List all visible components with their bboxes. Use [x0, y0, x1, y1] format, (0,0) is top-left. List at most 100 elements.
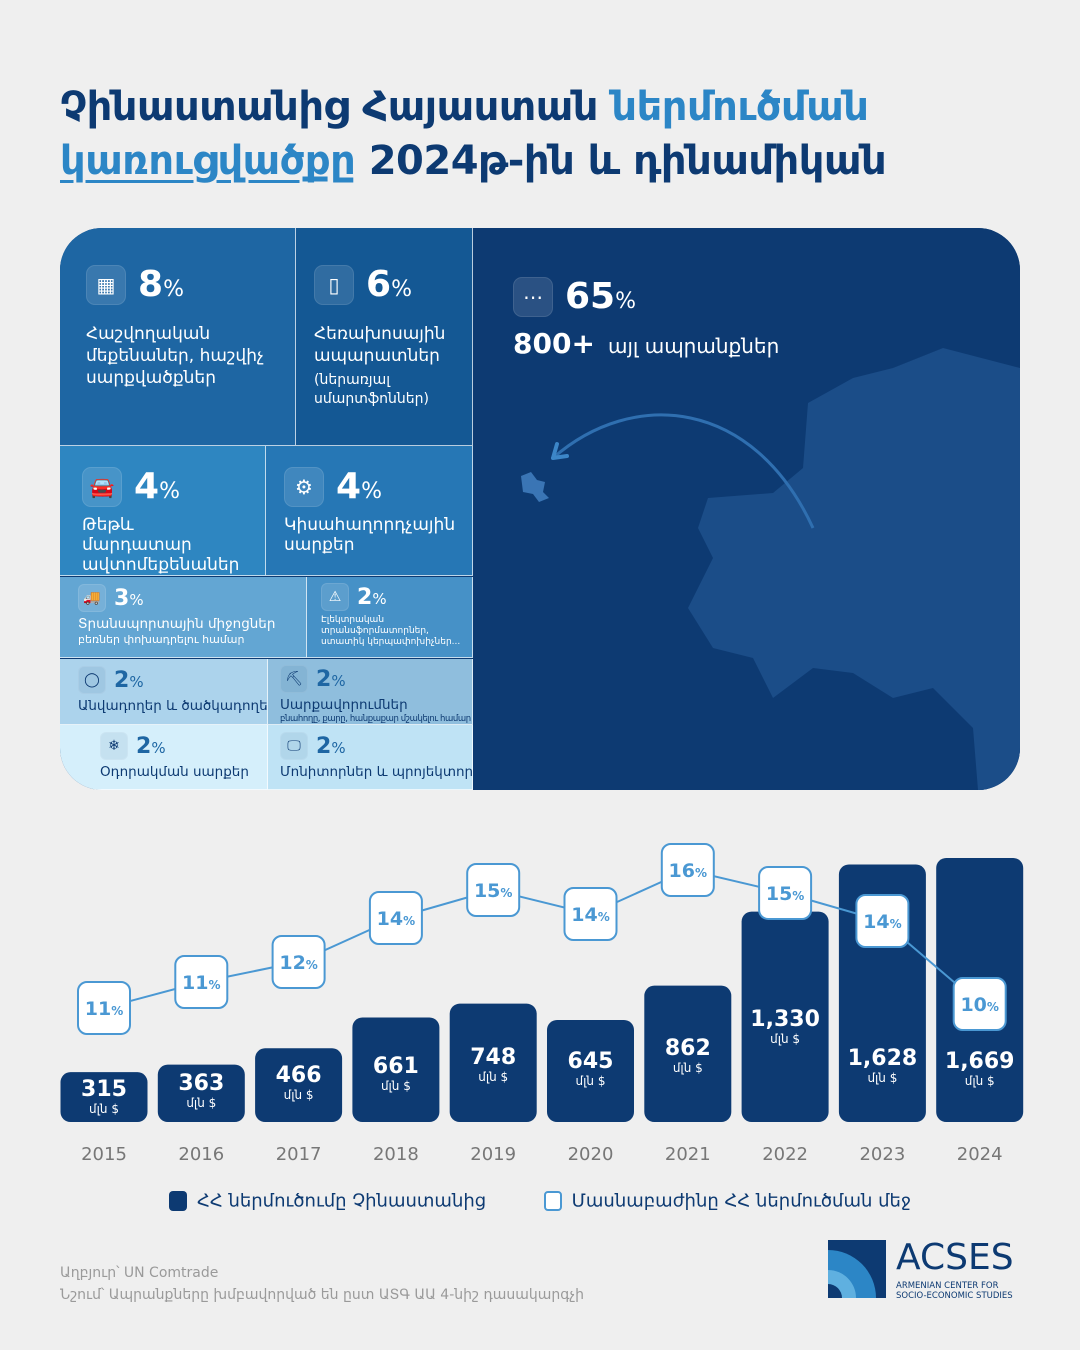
- x-tick-label: 2023: [859, 1144, 905, 1165]
- armenia-shape: [521, 472, 549, 502]
- bar: [449, 1003, 537, 1122]
- category-tile: 🚚 3% Տրանսպորտային միջոցներ բեռներ փոխադրել…: [60, 577, 307, 658]
- bar-value-label: 645: [568, 1049, 614, 1074]
- share-point: [466, 863, 521, 917]
- share-point: [855, 894, 910, 948]
- bar: [352, 1017, 440, 1122]
- pct-sign: %: [331, 671, 346, 690]
- tile-sublabel: Էլեկտրական տրանսֆորմատորներ, ստատիկ կերպ…: [321, 615, 461, 647]
- bar-unit-label: մլն $: [576, 1074, 606, 1088]
- bar-value-label: 315: [81, 1077, 127, 1102]
- share-label: 11%: [85, 998, 123, 1020]
- bar-unit-label: մլն $: [381, 1079, 411, 1093]
- logo-mark-icon: [828, 1240, 886, 1298]
- logo-line2: SOCIO-ECONOMIC STUDIES: [896, 1291, 1013, 1301]
- tile-label: Մոնիտորներ և պրոյեկտորներ: [280, 764, 473, 780]
- bar-value-label: 862: [665, 1036, 711, 1061]
- monitor-icon: 🖵: [280, 732, 308, 760]
- truck-icon: 🚚: [78, 584, 106, 612]
- title-part: Չինաստանից Հայաստան: [60, 84, 612, 130]
- category-tile: ⛏ 2% Սարքավորումներ բնահողը, քարը, հանքաքար…: [268, 659, 473, 725]
- bar-value-label: 748: [470, 1045, 516, 1070]
- pct-sign: %: [391, 277, 412, 302]
- bar-unit-label: մլն $: [965, 1074, 995, 1088]
- share-label: 10%: [960, 994, 998, 1016]
- bar-unit-label: մլն $: [770, 1032, 800, 1046]
- legend-line-swatch: [543, 1191, 562, 1211]
- share-label: 11%: [182, 972, 220, 994]
- x-tick-label: 2024: [957, 1144, 1003, 1165]
- share-label: 12%: [279, 952, 317, 974]
- share-label: 16%: [669, 860, 707, 882]
- bar-value-label: 661: [373, 1054, 419, 1079]
- share-point: [368, 891, 423, 945]
- tile-pct: 2: [316, 666, 332, 692]
- share-label: 14%: [377, 908, 415, 930]
- x-tick-label: 2022: [762, 1144, 808, 1165]
- air-conditioner-icon: ❄: [100, 732, 128, 760]
- tile-pct: 2: [114, 667, 130, 693]
- tile-label: Սարքավորումներ: [280, 697, 408, 713]
- pct-sign: %: [372, 589, 387, 608]
- tile-pct: 2: [136, 733, 152, 759]
- tile-label: Անվադողեր և ծածկադողեր: [78, 698, 268, 714]
- tile-pct: 4: [134, 466, 160, 507]
- china-map: [521, 348, 1020, 790]
- share-label: 15%: [766, 883, 804, 905]
- logo-name: ACSES: [896, 1237, 1014, 1278]
- bar-value-label: 1,669: [945, 1049, 1015, 1074]
- pct-sign: %: [159, 479, 180, 504]
- tile-pct: 6: [366, 264, 392, 305]
- legend-bar-swatch: [168, 1191, 187, 1211]
- arrow-arc: [552, 413, 815, 529]
- bar-value-label: 1,330: [750, 1007, 820, 1032]
- pct-sign: %: [129, 590, 144, 609]
- tire-icon: ◯: [78, 666, 106, 694]
- other-products: ⋯ 65% 800+ այլ ապրանքներ: [513, 276, 779, 360]
- share-point: [758, 866, 813, 920]
- x-tick-label: 2016: [178, 1144, 224, 1165]
- tile-label: Հեռախոսային ապարատներ: [314, 324, 446, 366]
- category-tile: ▯ 6% Հեռախոսային ապարատներ (ներառյալ սմարտֆ…: [296, 228, 473, 446]
- tile-pct: 2: [316, 733, 332, 759]
- tile-sublabel: բնահողը, քարը, հանքաքար մշակելու համար: [280, 714, 471, 724]
- tile-pct: 3: [114, 585, 130, 611]
- bar-unit-label: մլն $: [284, 1088, 314, 1102]
- tile-label: Օդորակման սարքեր: [100, 764, 249, 780]
- more-icon: ⋯: [513, 276, 553, 317]
- bar-value-label: 1,628: [848, 1046, 918, 1071]
- title-highlight: կառուցվածքը: [60, 138, 356, 184]
- share-point: [563, 887, 618, 941]
- footer: Աղբյուր՝ UN Comtrade Նշում՝ Ապրանքները խ…: [60, 1262, 584, 1306]
- share-label: 14%: [863, 911, 901, 933]
- pct-sign: %: [129, 672, 144, 691]
- category-tile: 🚘 4% Թեթև մարդատար ավտոմեքենաներ: [60, 446, 266, 576]
- title-highlight: ներմուծման: [611, 84, 869, 130]
- bar: [60, 1072, 148, 1122]
- pct-sign: %: [361, 479, 382, 504]
- bar-unit-label: մլն $: [186, 1096, 216, 1110]
- chip-icon: ⚙: [284, 466, 324, 507]
- category-tile: ▦ 8% Հաշվողական մեքենաներ, հաշվիչ սարքվածք…: [60, 228, 296, 446]
- electric-warning-icon: ⚠: [321, 583, 349, 611]
- x-tick-label: 2015: [81, 1144, 127, 1165]
- other-pct: 65: [565, 276, 616, 317]
- share-point: [271, 935, 326, 989]
- arrow-head-icon: [551, 442, 569, 460]
- calculator-icon: ▦: [86, 264, 126, 305]
- share-point: [174, 955, 229, 1009]
- pct-sign: %: [151, 738, 166, 757]
- tile-label: Տրանսպորտային միջոցներ: [78, 616, 276, 632]
- tile-pct: 8: [138, 264, 164, 305]
- category-tile: ⚙ 4% Կիսահաղորդչային սարքեր: [266, 446, 473, 576]
- legend-bars-label: ՀՀ ներմուծումը Չինաստանից: [196, 1190, 487, 1212]
- tile-sublabel: (ներառյալ սմարտֆոններ): [314, 372, 429, 407]
- title-part: 2024թ-ին և դինամիկան: [355, 138, 887, 184]
- other-count: 800+: [513, 327, 595, 360]
- treemap: ⋯ 65% 800+ այլ ապրանքներ ▦ 8% Հաշվողական մե…: [60, 228, 1020, 790]
- bar: [644, 985, 732, 1122]
- category-tile: ❄ 2% Օդորակման սարքեր: [60, 725, 268, 790]
- legend: ՀՀ ներմուծումը Չինաստանից Մասնաբաժինը ՀՀ…: [0, 1190, 1080, 1212]
- bar-unit-label: մլն $: [478, 1070, 508, 1084]
